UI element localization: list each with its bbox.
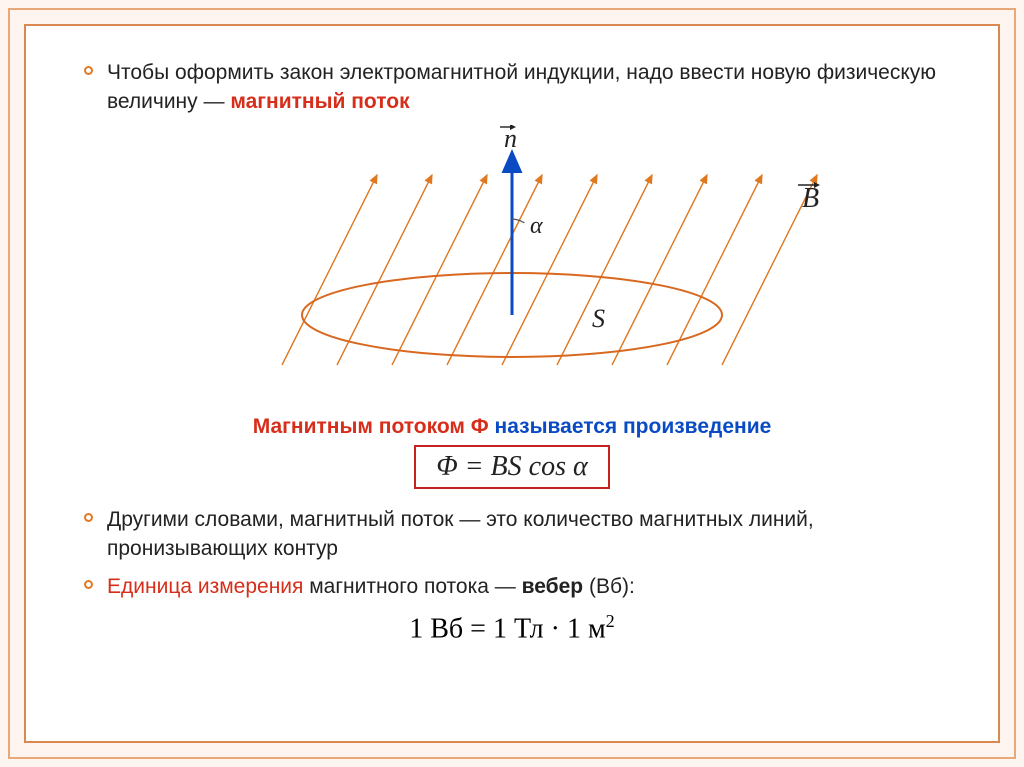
uf-dot: · — [544, 613, 567, 644]
definition-line: Магнитным потоком Ф называется произведе… — [84, 415, 940, 439]
bullet-3-bold: вебер — [522, 575, 584, 598]
definition-red: Магнитным потоком Ф — [253, 415, 489, 438]
inner-frame: Чтобы оформить закон электромагнитной ин… — [24, 24, 1000, 743]
svg-text:S: S — [592, 304, 605, 333]
bullet-2-text: Другими словами, магнитный поток — это к… — [107, 505, 940, 564]
slide-content: Чтобы оформить закон электромагнитной ин… — [26, 26, 998, 665]
bullet-3-mid: магнитного потока — — [303, 575, 521, 598]
bullet-3: Единица измерения магнитного потока — ве… — [84, 572, 940, 601]
uf-t1: 1 Тл — [493, 613, 544, 644]
main-formula: Φ = BS cos α — [414, 445, 609, 489]
uf-lhs: 1 Вб — [409, 613, 463, 644]
bullet-1-text: Чтобы оформить закон электромагнитной ин… — [107, 58, 940, 117]
unit-formula: 1 Вб = 1 Тл · 1 м2 — [84, 611, 940, 645]
bullet-2: Другими словами, магнитный поток — это к… — [84, 505, 940, 564]
svg-text:α: α — [530, 213, 543, 239]
bullet-3-text: Единица измерения магнитного потока — ве… — [107, 572, 635, 601]
outer-frame: Чтобы оформить закон электромагнитной ин… — [8, 8, 1016, 759]
bullet-icon — [84, 580, 93, 589]
definition-blue: называется произведение — [495, 415, 772, 438]
uf-t2: 1 м — [567, 613, 606, 644]
bullet-1: Чтобы оформить закон электромагнитной ин… — [84, 58, 940, 117]
uf-eq: = — [463, 613, 493, 644]
bullet-3-red: Единица измерения — [107, 575, 303, 598]
bullet-icon — [84, 513, 93, 522]
bullet-icon — [84, 66, 93, 75]
uf-exp: 2 — [606, 611, 615, 631]
svg-text:B: B — [802, 183, 819, 214]
diagram-svg: nαBS — [162, 125, 862, 405]
bullet-1-em: магнитный поток — [230, 90, 409, 113]
formula-wrap: Φ = BS cos α — [84, 445, 940, 489]
bullet-3-tail: (Вб): — [583, 575, 635, 598]
flux-diagram: nαBS — [84, 125, 940, 405]
